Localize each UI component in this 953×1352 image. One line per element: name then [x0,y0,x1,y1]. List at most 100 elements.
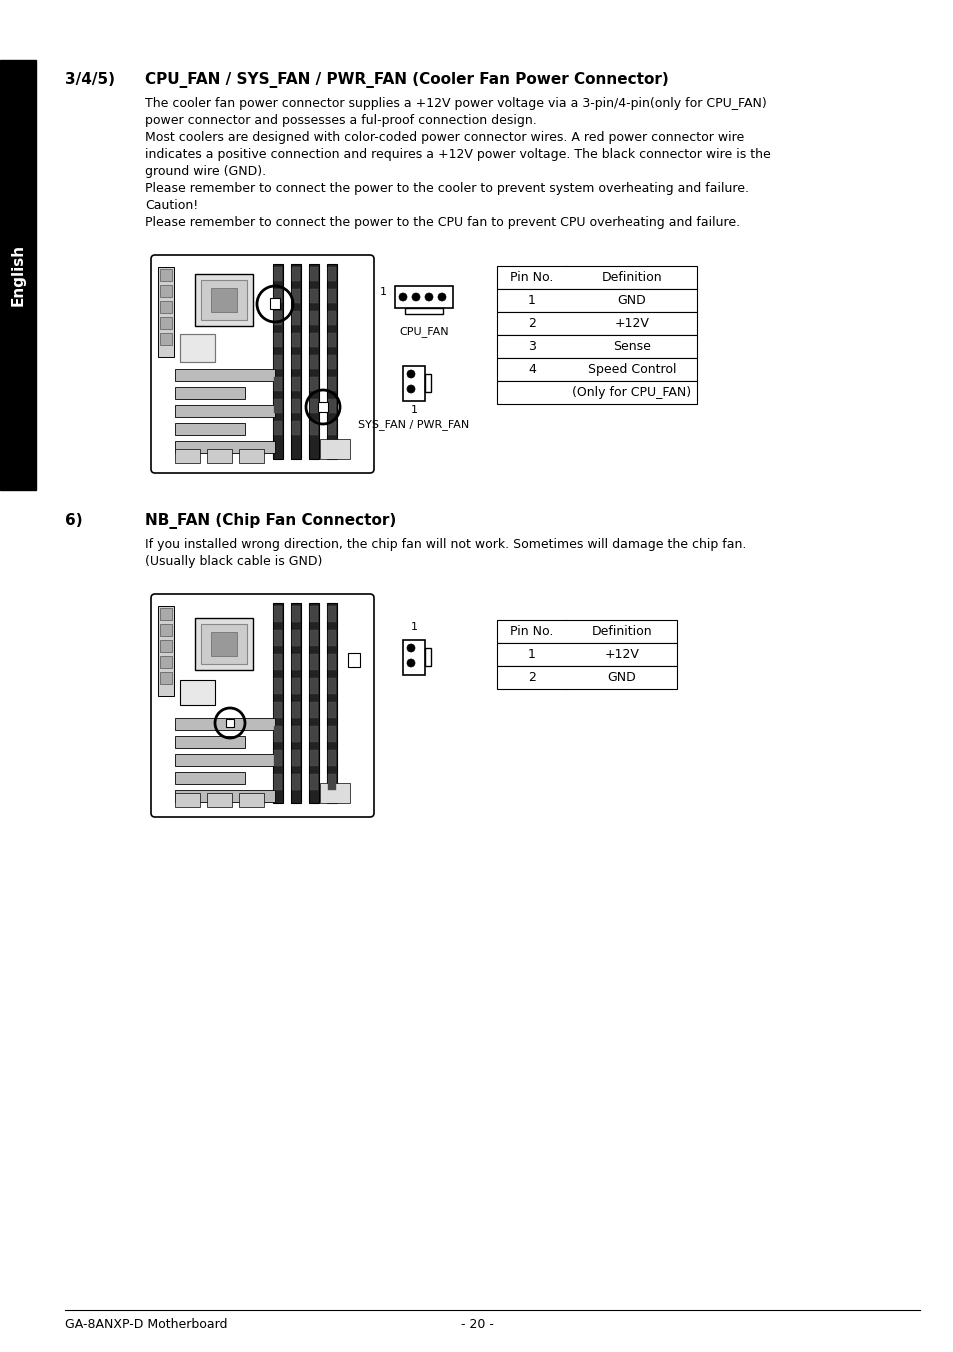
Bar [328,773,335,790]
Bar [328,750,335,767]
Bar [402,639,424,675]
Bar [310,726,317,742]
Bar [328,377,335,391]
Bar [274,630,282,646]
Bar [497,644,677,667]
Circle shape [407,385,415,393]
Bar [497,667,677,690]
Text: 1: 1 [410,622,417,631]
Circle shape [412,293,419,301]
Bar [497,289,697,312]
Bar [327,603,336,803]
Bar [274,399,282,412]
Text: - 20 -: - 20 - [460,1318,493,1330]
Bar [292,750,299,767]
Bar [309,603,318,803]
Circle shape [407,644,415,652]
Bar [327,264,336,458]
Bar [160,301,172,314]
Bar [328,289,335,303]
Bar [160,316,172,329]
Text: 1: 1 [410,406,417,415]
Bar [292,630,299,646]
Bar [160,269,172,281]
Text: Sense: Sense [613,339,650,353]
Bar [497,335,697,358]
Bar [174,423,245,435]
Bar [0,59,36,489]
Text: GND: GND [617,293,646,307]
Bar [174,387,245,399]
Bar [424,648,431,667]
Bar [292,311,299,324]
Circle shape [437,293,446,301]
Bar [405,308,442,314]
Text: NB_FAN (Chip Fan Connector): NB_FAN (Chip Fan Connector) [145,512,395,529]
Bar [310,266,317,281]
Bar [207,449,232,462]
Bar [497,621,677,644]
Bar [317,402,328,412]
Bar [497,312,697,335]
Bar [174,406,274,416]
Text: Most coolers are designed with color-coded power connector wires. A red power co: Most coolers are designed with color-cod… [145,131,743,145]
Text: 2: 2 [528,316,536,330]
Bar [274,289,282,303]
Bar [497,266,697,289]
Bar [160,333,172,345]
Bar [291,603,301,803]
Bar [310,630,317,646]
Bar [174,735,245,748]
Text: 1: 1 [379,287,387,297]
Bar [160,285,172,297]
Bar [310,677,317,694]
Bar [174,790,274,802]
Bar [292,677,299,694]
Text: Please remember to connect the power to the CPU fan to prevent CPU overheating a: Please remember to connect the power to … [145,216,740,228]
Bar [160,639,172,652]
Bar [292,773,299,790]
Bar [174,794,200,807]
Text: Speed Control: Speed Control [587,362,676,376]
Bar [158,606,173,696]
Text: Pin No.: Pin No. [510,270,553,284]
Text: Pin No.: Pin No. [510,625,553,638]
Text: The cooler fan power connector supplies a +12V power voltage via a 3-pin/4-pin(o: The cooler fan power connector supplies … [145,97,766,110]
FancyBboxPatch shape [151,256,374,473]
Bar [211,631,236,656]
Bar [292,266,299,281]
Text: (Usually black cable is GND): (Usually black cable is GND) [145,556,322,568]
Bar [274,773,282,790]
Bar [292,377,299,391]
Text: 6): 6) [65,512,83,529]
Bar [310,606,317,622]
Bar [310,356,317,369]
Circle shape [424,293,433,301]
Circle shape [407,658,415,667]
Bar [292,333,299,347]
Bar [274,420,282,435]
Bar [174,449,200,462]
Bar [160,672,172,684]
Bar [274,750,282,767]
Bar [310,399,317,412]
Text: indicates a positive connection and requires a +12V power voltage. The black con: indicates a positive connection and requ… [145,147,770,161]
Bar [310,420,317,435]
Bar [273,264,283,458]
Bar [310,702,317,718]
Text: 1: 1 [528,293,536,307]
Bar [174,754,274,767]
Bar [274,333,282,347]
Bar [194,274,253,326]
Bar [201,280,247,320]
Bar [292,702,299,718]
Circle shape [407,370,415,379]
Bar [180,680,214,704]
Text: Please remember to connect the power to the cooler to prevent system overheating: Please remember to connect the power to … [145,183,748,195]
Bar [292,654,299,671]
Bar [292,726,299,742]
Bar [328,356,335,369]
Bar [328,702,335,718]
Text: +12V: +12V [604,648,639,661]
Text: Definition: Definition [601,270,661,284]
